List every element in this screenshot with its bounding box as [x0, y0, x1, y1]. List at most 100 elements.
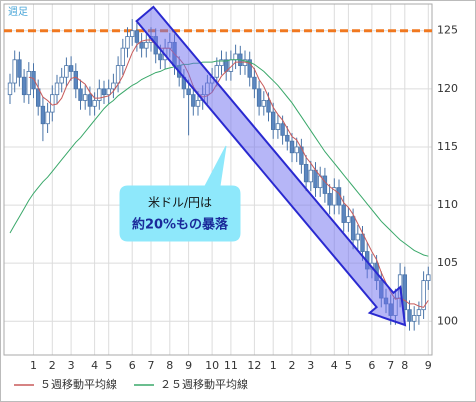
- candle-body: [45, 111, 50, 125]
- candle-body: [416, 309, 422, 316]
- candle-body: [54, 82, 60, 96]
- legend-label: ５週移動平均線: [40, 377, 117, 391]
- x-tick-label: 1: [30, 359, 37, 372]
- candle-body: [21, 76, 27, 96]
- candle-body: [407, 309, 412, 322]
- y-tick-label: 125: [437, 24, 458, 37]
- candle-body: [83, 94, 88, 101]
- x-tick-label: 10: [205, 359, 219, 372]
- candle-body: [252, 76, 257, 90]
- y-tick-label: 115: [437, 140, 458, 153]
- candle-body: [17, 59, 22, 78]
- candle-body: [111, 82, 116, 90]
- candle-body: [134, 30, 140, 43]
- candle-body: [68, 65, 74, 72]
- candle-body: [31, 71, 36, 90]
- candle-body: [73, 71, 78, 90]
- candle-body: [346, 216, 351, 223]
- x-tick-label: 11: [224, 359, 238, 372]
- x-tick-label: 12: [247, 359, 261, 372]
- x-tick-label: 6: [368, 359, 375, 372]
- candle-body: [289, 140, 295, 154]
- candle-body: [256, 88, 262, 107]
- annotation: 約20%もの暴落: [132, 217, 229, 233]
- candle-body: [120, 47, 125, 66]
- candle-body: [106, 88, 111, 96]
- candle-body: [144, 41, 149, 49]
- period-label: 週足: [8, 6, 28, 18]
- ma-line: [28, 39, 429, 308]
- candle-body: [294, 146, 299, 154]
- candle-body: [40, 105, 46, 125]
- x-tick-label: 8: [166, 359, 173, 372]
- candle-body: [266, 100, 271, 113]
- candle-body: [36, 88, 41, 107]
- legend: ５週移動平均線 ２５週移動平均線: [14, 377, 248, 391]
- candle-body: [7, 82, 13, 96]
- x-tick-label: 8: [401, 359, 408, 372]
- candle-body: [275, 123, 281, 130]
- candle-body: [64, 65, 69, 78]
- candle-body: [125, 36, 130, 49]
- annotation: 米ドル/円は: [148, 196, 212, 210]
- candle-body: [299, 146, 304, 165]
- x-tick-label: 2: [289, 359, 296, 372]
- callout: [119, 145, 241, 242]
- plot-area: [3, 3, 433, 356]
- candle-body: [115, 65, 121, 84]
- trend-arrow: [135, 5, 407, 327]
- candle-body: [355, 233, 360, 241]
- candle-body: [261, 100, 266, 107]
- candle-body: [421, 280, 426, 311]
- x-tick-label: 6: [129, 359, 136, 372]
- candle-body: [214, 65, 219, 78]
- candle-body: [303, 163, 309, 183]
- candle-body: [87, 94, 93, 107]
- candle-body: [195, 100, 201, 107]
- candle-body: [59, 76, 64, 84]
- ma-line: [9, 59, 429, 257]
- candle-body: [327, 193, 332, 206]
- candle-body: [219, 59, 224, 66]
- candle-body: [426, 274, 431, 282]
- candle-body: [350, 216, 356, 241]
- candle-body: [247, 59, 252, 78]
- x-tick-label: 7: [387, 359, 394, 372]
- legend-label: ２５週移動平均線: [160, 377, 248, 391]
- candle-body: [322, 175, 328, 194]
- x-tick-label: 3: [68, 359, 75, 372]
- candle-body: [92, 100, 97, 107]
- y-tick-label: 105: [437, 256, 458, 269]
- x-tick-label: 9: [425, 359, 432, 372]
- candle-body: [26, 71, 31, 96]
- candle-body: [270, 111, 276, 130]
- x-tick-label: 4: [331, 359, 338, 372]
- candle-body: [191, 94, 196, 107]
- x-tick-label: 1: [270, 359, 277, 372]
- x-tick-label: 4: [91, 359, 98, 372]
- y-tick-label: 120: [437, 82, 458, 95]
- x-tick-label: 5: [345, 359, 352, 372]
- x-tick-label: 3: [307, 359, 314, 372]
- candle-body: [97, 88, 102, 101]
- candle-body: [233, 53, 238, 61]
- candle-body: [360, 233, 365, 252]
- candle-body: [313, 169, 318, 189]
- x-tick-label: 2: [49, 359, 56, 372]
- x-tick-label: 5: [105, 359, 112, 372]
- candle-body: [341, 204, 346, 223]
- candle-body: [280, 123, 285, 136]
- candle-body: [411, 315, 417, 322]
- candle-body: [78, 88, 83, 101]
- candle-body: [308, 169, 313, 183]
- candle-body: [12, 59, 17, 84]
- candle-body: [139, 41, 144, 49]
- y-tick-label: 100: [437, 314, 458, 327]
- candle-body: [158, 53, 163, 61]
- candle-body: [186, 88, 191, 96]
- candle-body: [332, 187, 337, 206]
- x-tick-label: 9: [185, 359, 192, 372]
- x-tick-label: 7: [148, 359, 155, 372]
